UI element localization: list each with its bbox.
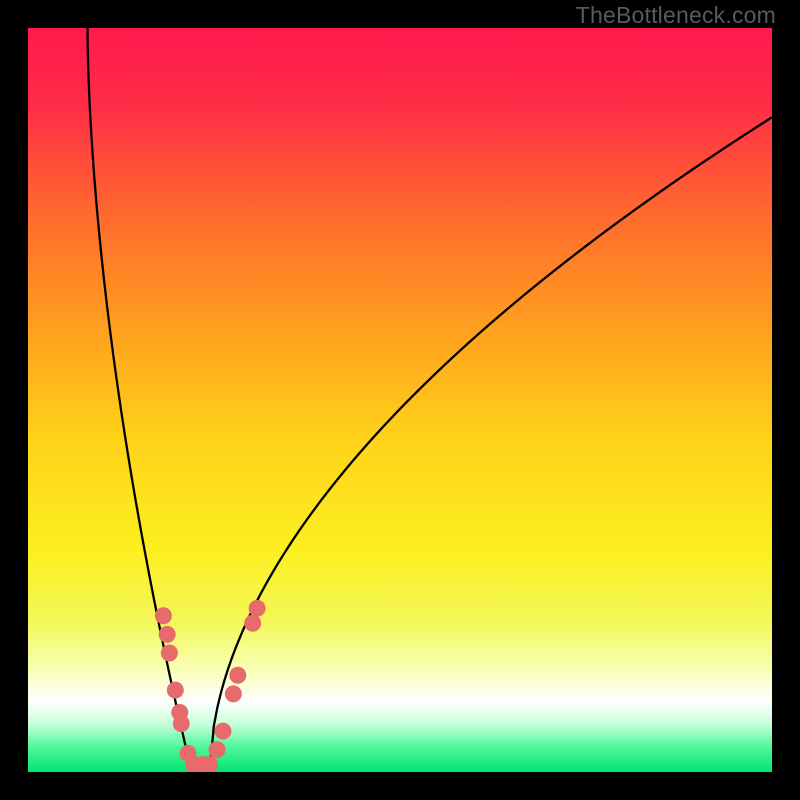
bottleneck-curve-path: [88, 28, 772, 772]
data-point-marker: [214, 723, 231, 740]
data-point-marker: [155, 607, 172, 624]
data-point-marker: [249, 600, 266, 617]
data-point-marker: [208, 741, 225, 758]
data-point-marker: [167, 682, 184, 699]
data-point-marker: [173, 715, 190, 732]
data-point-marker: [159, 626, 176, 643]
data-point-marker: [229, 667, 246, 684]
watermark-text: TheBottleneck.com: [576, 2, 776, 29]
bottleneck-curve: [28, 28, 772, 772]
data-point-marker: [161, 644, 178, 661]
plot-frame: [28, 28, 772, 772]
data-point-marker: [225, 685, 242, 702]
data-point-marker: [244, 615, 261, 632]
